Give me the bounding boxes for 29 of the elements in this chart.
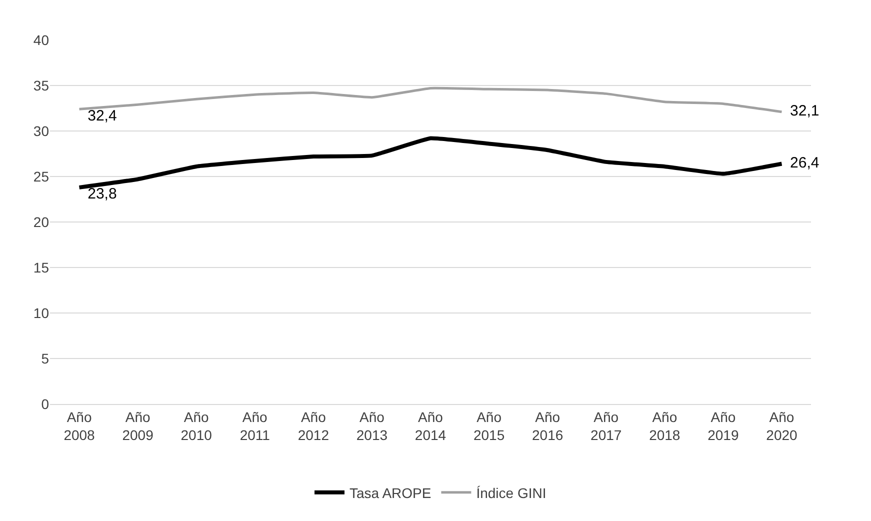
y-tick-label: 0 [41, 396, 50, 412]
data-label: 26,4 [782, 154, 820, 172]
x-tick-label: Año 2020 [766, 408, 798, 443]
x-tick-label: Año 2011 [240, 408, 270, 443]
x-tick-label: Año 2012 [298, 408, 330, 443]
x-tick-label: Año 2016 [532, 408, 564, 443]
legend-label: Tasa AROPE [350, 484, 432, 501]
line-series [77, 136, 784, 190]
data-label: 23,8 [79, 186, 117, 203]
y-tick-label: 5 [41, 350, 50, 366]
x-tick-label: Año 2010 [180, 408, 212, 443]
data-label: 32,1 [782, 102, 820, 120]
x-tick-label: Año 2014 [414, 408, 446, 443]
x-tick-label: Año 2013 [356, 408, 388, 443]
x-tick-label: Año 2009 [122, 408, 154, 443]
x-tick-label: Año 2019 [708, 408, 739, 443]
x-tick-label: Año 2015 [473, 408, 505, 443]
x-tick-label: Año 2008 [64, 408, 96, 443]
x-tick-label: Año 2017 [590, 408, 622, 443]
y-tick-label: 30 [33, 122, 50, 139]
x-tick-label: Año 2018 [649, 408, 680, 443]
y-tick-label: 35 [33, 77, 50, 94]
y-tick-label: 10 [33, 304, 50, 321]
y-tick-label: 25 [33, 168, 50, 184]
y-tick-label: 20 [33, 214, 50, 230]
y-tick-label: 15 [33, 259, 50, 276]
y-tick-label: 40 [33, 32, 50, 48]
legend-label: Índice GINI [476, 484, 546, 501]
data-label: 32,4 [79, 107, 117, 124]
